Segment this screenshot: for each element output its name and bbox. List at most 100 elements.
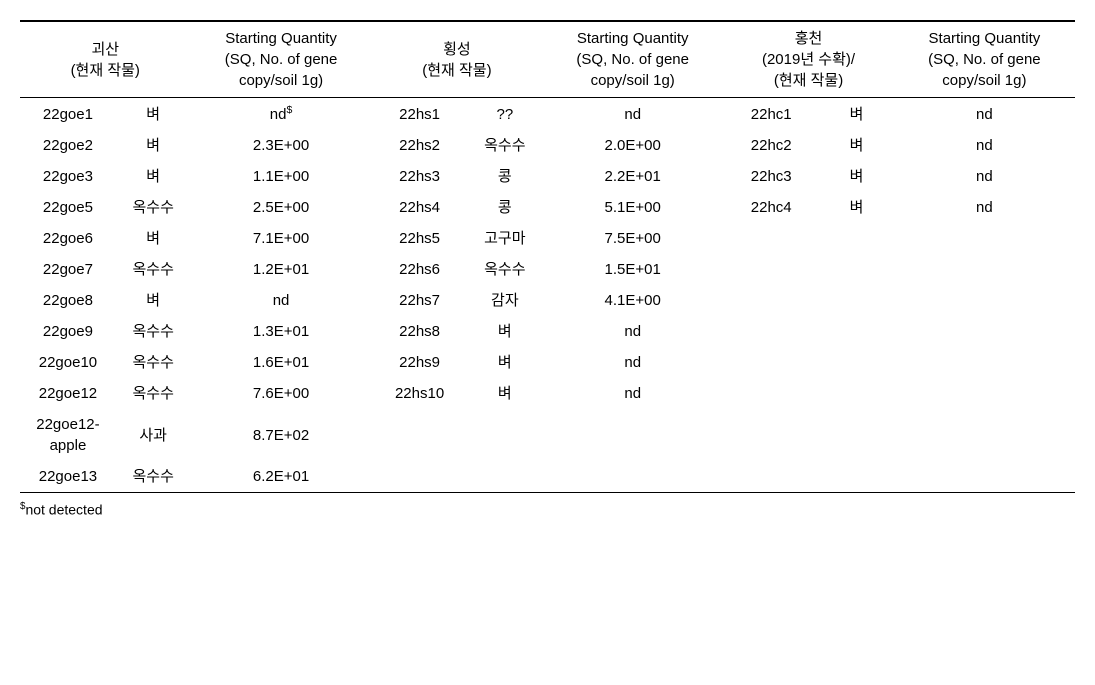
table-container: 괴산 (현재 작물) Starting Quantity (SQ, No. of… — [20, 20, 1075, 518]
cell-goesan-sq: 1.2E+01 — [190, 254, 371, 285]
text: (SQ, No. of gene — [928, 51, 1041, 68]
cell-goesan-id: 22goe2 — [20, 130, 116, 161]
cell-hongcheon-sq — [894, 254, 1075, 285]
text: copy/soil 1g) — [239, 72, 323, 89]
col-header-hongcheon-sq: Starting Quantity (SQ, No. of gene copy/… — [894, 21, 1075, 98]
cell-goesan-crop: 벼 — [116, 223, 191, 254]
table-row: 22goe12옥수수7.6E+0022hs10벼nd — [20, 378, 1075, 409]
cell-hoengseong-id: 22hs7 — [372, 285, 468, 316]
cell-goesan-sq: 7.1E+00 — [190, 223, 371, 254]
cell-hoengseong-crop: 콩 — [468, 192, 543, 223]
cell-hoengseong-id: 22hs8 — [372, 316, 468, 347]
cell-goesan-crop: 옥수수 — [116, 316, 191, 347]
cell-goesan-crop: 벼 — [116, 161, 191, 192]
cell-hoengseong-sq: 1.5E+01 — [542, 254, 723, 285]
cell-hoengseong-id — [372, 409, 468, 461]
cell-hongcheon-crop — [819, 347, 894, 378]
table-row: 22goe6벼7.1E+0022hs5고구마7.5E+00 — [20, 223, 1075, 254]
text: copy/soil 1g) — [942, 72, 1026, 89]
cell-hongcheon-sq — [894, 316, 1075, 347]
cell-hoengseong-id: 22hs2 — [372, 130, 468, 161]
cell-hoengseong-sq: nd — [542, 347, 723, 378]
text: 횡성 — [443, 41, 471, 58]
table-row: 22goe8벼nd22hs7감자4.1E+00 — [20, 285, 1075, 316]
col-header-goesan-sq: Starting Quantity (SQ, No. of gene copy/… — [190, 21, 371, 98]
cell-hongcheon-sq — [894, 409, 1075, 461]
cell-hongcheon-sq — [894, 378, 1075, 409]
cell-hongcheon-id: 22hc3 — [723, 161, 819, 192]
table-row: 22goe9옥수수1.3E+0122hs8벼nd — [20, 316, 1075, 347]
cell-goesan-id: 22goe1 — [20, 98, 116, 131]
cell-goesan-id: 22goe6 — [20, 223, 116, 254]
cell-hongcheon-crop: 벼 — [819, 98, 894, 131]
table-header-row: 괴산 (현재 작물) Starting Quantity (SQ, No. of… — [20, 21, 1075, 98]
text: 괴산 — [91, 41, 119, 58]
cell-hongcheon-sq: nd — [894, 98, 1075, 131]
table-body: 22goe1벼nd$22hs1??nd22hc1벼nd22goe2벼2.3E+0… — [20, 98, 1075, 493]
cell-hoengseong-sq: 4.1E+00 — [542, 285, 723, 316]
cell-hongcheon-crop — [819, 316, 894, 347]
cell-hoengseong-sq: nd — [542, 98, 723, 131]
text: 홍천 — [795, 30, 823, 47]
cell-goesan-id: 22goe5 — [20, 192, 116, 223]
cell-hoengseong-crop — [468, 409, 543, 461]
cell-hongcheon-sq — [894, 347, 1075, 378]
cell-hongcheon-sq — [894, 223, 1075, 254]
cell-goesan-crop: 옥수수 — [116, 378, 191, 409]
table-row: 22goe12-apple사과8.7E+02 — [20, 409, 1075, 461]
data-table: 괴산 (현재 작물) Starting Quantity (SQ, No. of… — [20, 20, 1075, 493]
cell-hoengseong-crop: 벼 — [468, 316, 543, 347]
table-row: 22goe7옥수수1.2E+0122hs6옥수수1.5E+01 — [20, 254, 1075, 285]
cell-hoengseong-crop: 벼 — [468, 347, 543, 378]
col-header-hongcheon: 홍천 (2019년 수확)/ (현재 작물) — [723, 21, 893, 98]
cell-hongcheon-crop — [819, 409, 894, 461]
cell-hoengseong-id: 22hs3 — [372, 161, 468, 192]
cell-goesan-crop: 벼 — [116, 285, 191, 316]
text: (SQ, No. of gene — [225, 51, 338, 68]
cell-goesan-id: 22goe12 — [20, 378, 116, 409]
cell-hongcheon-sq: nd — [894, 161, 1075, 192]
cell-goesan-sq: 2.3E+00 — [190, 130, 371, 161]
cell-hoengseong-id: 22hs10 — [372, 378, 468, 409]
cell-hongcheon-id — [723, 347, 819, 378]
cell-goesan-sq: 7.6E+00 — [190, 378, 371, 409]
cell-hongcheon-id: 22hc4 — [723, 192, 819, 223]
cell-goesan-crop: 옥수수 — [116, 192, 191, 223]
cell-goesan-crop: 옥수수 — [116, 254, 191, 285]
text: (현재 작물) — [774, 72, 843, 89]
cell-goesan-crop: 옥수수 — [116, 461, 191, 493]
cell-hongcheon-crop — [819, 378, 894, 409]
cell-goesan-sq: 1.3E+01 — [190, 316, 371, 347]
cell-hongcheon-id — [723, 254, 819, 285]
cell-goesan-sq: 6.2E+01 — [190, 461, 371, 493]
cell-goesan-id: 22goe8 — [20, 285, 116, 316]
cell-hoengseong-sq: 2.0E+00 — [542, 130, 723, 161]
table-row: 22goe2벼2.3E+0022hs2옥수수2.0E+0022hc2벼nd — [20, 130, 1075, 161]
table-row: 22goe10옥수수1.6E+0122hs9벼nd — [20, 347, 1075, 378]
cell-hoengseong-crop: 옥수수 — [468, 254, 543, 285]
cell-hoengseong-id: 22hs9 — [372, 347, 468, 378]
cell-hoengseong-sq: 7.5E+00 — [542, 223, 723, 254]
cell-hongcheon-sq: nd — [894, 130, 1075, 161]
cell-hoengseong-crop: 벼 — [468, 378, 543, 409]
text: copy/soil 1g) — [591, 72, 675, 89]
cell-hoengseong-sq: 2.2E+01 — [542, 161, 723, 192]
cell-hongcheon-id — [723, 316, 819, 347]
cell-goesan-id: 22goe13 — [20, 461, 116, 493]
cell-hoengseong-sq — [542, 461, 723, 493]
cell-hoengseong-id: 22hs5 — [372, 223, 468, 254]
cell-hoengseong-sq: nd — [542, 378, 723, 409]
cell-hoengseong-id: 22hs1 — [372, 98, 468, 131]
text: Starting Quantity — [225, 30, 337, 47]
cell-hongcheon-crop: 벼 — [819, 192, 894, 223]
cell-hoengseong-crop: 콩 — [468, 161, 543, 192]
cell-hongcheon-crop: 벼 — [819, 161, 894, 192]
cell-hoengseong-sq — [542, 409, 723, 461]
cell-hongcheon-sq — [894, 461, 1075, 493]
cell-hongcheon-crop: 벼 — [819, 130, 894, 161]
footnote: $not detected — [20, 501, 1075, 518]
cell-hoengseong-crop: ?? — [468, 98, 543, 131]
col-header-hoengseong-sq: Starting Quantity (SQ, No. of gene copy/… — [542, 21, 723, 98]
cell-goesan-id: 22goe10 — [20, 347, 116, 378]
cell-hoengseong-crop: 감자 — [468, 285, 543, 316]
